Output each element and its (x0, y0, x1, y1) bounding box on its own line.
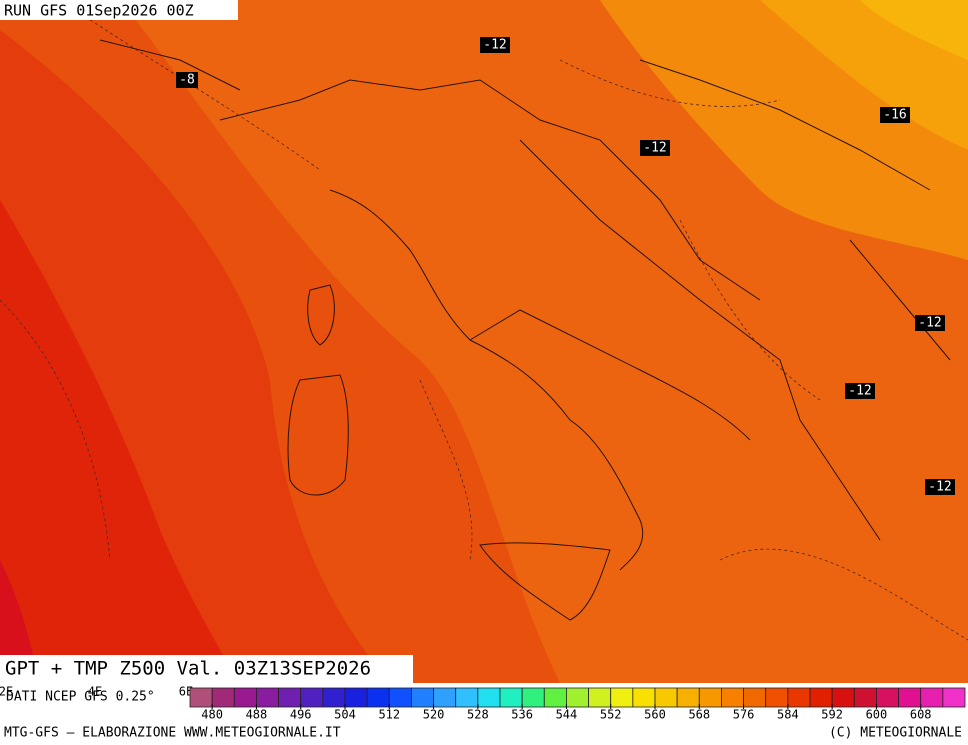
colorbar-box (388, 687, 412, 708)
longitude-label: 4E (88, 685, 102, 699)
colorbar-box (566, 687, 589, 708)
contour-label: -8 (179, 73, 195, 88)
contour-label-box (845, 383, 875, 399)
colorbar-tick-label: 496 (290, 708, 312, 722)
colorbar-tick-label: 512 (378, 708, 400, 722)
contour-label: -12 (928, 480, 951, 495)
colorbar-box (743, 687, 767, 708)
colorbar-box (588, 687, 612, 708)
contour-label: -12 (848, 384, 871, 399)
colorbar-box (211, 687, 235, 708)
product-label: GPT + TMP Z500 Val. 03Z13SEP2026 (5, 658, 371, 680)
colorbar-box (654, 687, 678, 708)
colorbar-box (543, 687, 567, 708)
colorbar-box (477, 687, 501, 708)
footer-left: MTG-GFS – ELABORAZIONE WWW.METEOGIORNALE… (4, 726, 341, 741)
colorbar-box (610, 687, 634, 708)
colorbar-tick-label: 608 (910, 708, 932, 722)
temperature-field (0, 0, 968, 683)
contour-label-box (925, 479, 955, 495)
colorbar-box (721, 687, 744, 708)
colorbar-box (676, 687, 700, 708)
contour-label-box (176, 72, 198, 88)
colorbar-tick-label: 600 (866, 708, 888, 722)
longitude-label: 2E (0, 685, 13, 699)
colorbar-tick-label: 584 (777, 708, 799, 722)
colorbar-box (411, 687, 434, 708)
colorbar-box (278, 687, 302, 708)
colorbar-box (853, 687, 877, 708)
colorbar-box (455, 687, 479, 708)
colorbar-box (322, 687, 346, 708)
contour-label-box (915, 315, 945, 331)
footer-right: (C) METEOGIORNALE (829, 726, 962, 741)
colorbar: 480 488 496 504 512 520 528 536 544 552 560 568 576 5… (189, 687, 966, 722)
colorbar-box (942, 687, 966, 708)
colorbar-tick-label: 544 (556, 708, 578, 722)
colorbar-box (344, 687, 368, 708)
run-label: RUN GFS 01Sep2026 00Z (4, 2, 194, 20)
colorbar-box (831, 687, 855, 708)
colorbar-box (787, 687, 811, 708)
contour-label: -12 (643, 141, 666, 156)
colorbar-box (765, 687, 789, 708)
contour-label: -12 (918, 316, 941, 331)
contour-label: -16 (883, 108, 906, 123)
colorbar-tick-label: 568 (688, 708, 710, 722)
colorbar-tick-label: 552 (600, 708, 622, 722)
colorbar-tick-label: 536 (511, 708, 533, 722)
colorbar-box (366, 687, 390, 708)
source-label: DATI NCEP GFS 0.25° (6, 690, 155, 705)
product-box (0, 655, 413, 683)
colorbar-tick-label: 592 (821, 708, 843, 722)
run-box (0, 0, 238, 20)
contour-label-box (640, 140, 670, 156)
contour-label-box (480, 37, 510, 53)
colorbar-tick-label: 480 (201, 708, 223, 722)
colorbar-box (256, 687, 279, 708)
contour-label-box (880, 107, 910, 123)
colorbar-box (521, 687, 545, 708)
coastlines (99, 39, 951, 621)
colorbar-tick-label: 504 (334, 708, 356, 722)
colorbar-box (499, 687, 523, 708)
colorbar-box (920, 687, 944, 708)
colorbar-box (189, 687, 213, 708)
colorbar-box (433, 687, 457, 708)
colorbar-tick-label: 520 (423, 708, 445, 722)
colorbar-tick-label: 528 (467, 708, 489, 722)
colorbar-box (632, 687, 656, 708)
colorbar-box (300, 687, 324, 708)
contour-label: -12 (483, 38, 506, 53)
colorbar-tick-label: 488 (246, 708, 268, 722)
colorbar-box (809, 687, 833, 708)
colorbar-box (898, 687, 922, 708)
colorbar-tick-label: 576 (733, 708, 755, 722)
colorbar-tick-label: 560 (644, 708, 666, 722)
colorbar-box (876, 687, 899, 708)
colorbar-box (233, 687, 257, 708)
contours (0, 0, 968, 641)
colorbar-box (698, 687, 722, 708)
contour-labels: -12 -8 -16 -12 -12 -12 -12 (176, 37, 955, 495)
